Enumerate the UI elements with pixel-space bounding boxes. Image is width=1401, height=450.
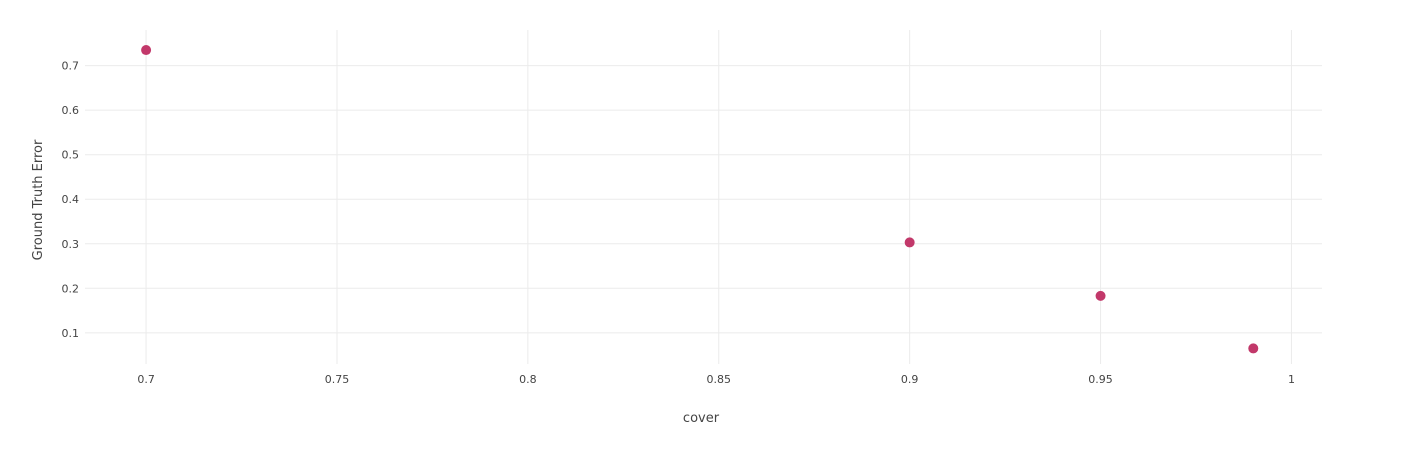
x-tick-label: 0.7 xyxy=(137,373,155,386)
data-point[interactable] xyxy=(904,237,915,248)
y-tick-label: 0.2 xyxy=(62,282,80,295)
x-tick-label: 0.8 xyxy=(519,373,537,386)
y-tick-label: 0.1 xyxy=(62,327,80,340)
x-tick-label: 0.95 xyxy=(1088,373,1113,386)
x-tick-label: 0.9 xyxy=(901,373,919,386)
y-gridlines xyxy=(85,65,1322,334)
x-tick-label: 1 xyxy=(1288,373,1295,386)
y-tick-label: 0.7 xyxy=(62,60,80,73)
y-tick-label: 0.3 xyxy=(62,238,80,251)
x-tick-labels: 0.7 0.75 0.8 0.85 0.9 0.95 1 xyxy=(137,373,1295,386)
y-tick-label: 0.4 xyxy=(62,193,80,206)
data-point[interactable] xyxy=(141,45,152,56)
x-gridlines xyxy=(145,30,1292,364)
x-axis-title: cover xyxy=(683,411,720,426)
y-axis-title: Ground Truth Error xyxy=(31,139,46,260)
x-tick-label: 0.75 xyxy=(325,373,350,386)
x-tick-label: 0.85 xyxy=(707,373,732,386)
y-tick-label: 0.5 xyxy=(62,149,80,162)
y-tick-label: 0.6 xyxy=(62,104,80,117)
data-points xyxy=(141,45,1259,354)
data-point[interactable] xyxy=(1248,343,1259,354)
y-tick-labels: 0.1 0.2 0.3 0.4 0.5 0.6 0.7 xyxy=(62,60,80,340)
data-point[interactable] xyxy=(1095,290,1106,301)
